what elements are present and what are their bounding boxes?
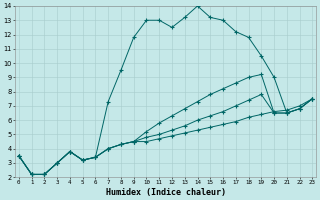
X-axis label: Humidex (Indice chaleur): Humidex (Indice chaleur) xyxy=(106,188,226,197)
